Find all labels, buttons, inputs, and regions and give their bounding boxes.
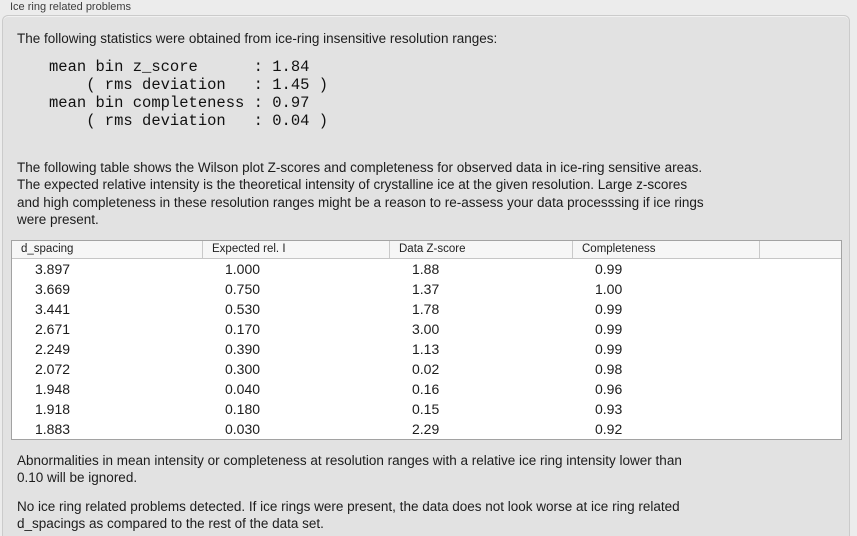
text-line: The following table shows the Wilson plo…	[17, 159, 703, 175]
column-header-d-spacing[interactable]: d_spacing	[21, 242, 74, 255]
table-cell	[759, 359, 841, 379]
table-cell: 0.99	[595, 340, 623, 357]
table-cell: 1.000	[225, 260, 261, 277]
column-header-empty	[759, 240, 841, 258]
panel-title: Ice ring related problems	[10, 1, 132, 13]
table-cell: 1.00	[595, 280, 623, 297]
description-text: The following table shows the Wilson plo…	[17, 159, 849, 229]
table-cell: 0.99	[595, 300, 623, 317]
table-cell: 3.441	[35, 300, 71, 317]
table-cell: 0.170	[225, 320, 261, 337]
table-body: 3.897 1.000 1.88 0.99 3.669 0.750 1.37 1.00 3.44…	[12, 259, 841, 439]
panel-body: The following statistics were obtained f…	[2, 15, 850, 536]
table-cell: 2.29	[412, 420, 440, 437]
text-line: The expected relative intensity is the t…	[17, 177, 688, 192]
text-line: mean bin completeness : 0.97	[49, 93, 310, 112]
column-header-completeness[interactable]: Completeness	[572, 240, 759, 258]
table-cell: 0.92	[595, 420, 623, 437]
table-row[interactable]: 1.883 0.030 2.29 0.92	[12, 419, 841, 439]
text-line: mean bin z_score : 1.84	[49, 57, 310, 76]
table-cell: 0.180	[225, 400, 261, 417]
table-row[interactable]: 3.441 0.530 1.78 0.99	[12, 299, 841, 319]
table-row[interactable]: 2.249 0.390 1.13 0.99	[12, 339, 841, 359]
text-line: were present.	[17, 212, 99, 227]
table-cell	[759, 379, 841, 399]
table-row[interactable]: 3.669 0.750 1.37 1.00	[12, 279, 841, 299]
table-cell: 0.030	[225, 420, 261, 437]
table-cell	[759, 299, 841, 319]
table-cell: 0.040	[225, 380, 261, 397]
table-cell: 0.02	[412, 360, 440, 377]
ice-ring-table[interactable]: d_spacing Expected rel. I Data Z-score C…	[11, 239, 842, 440]
table-cell: 0.530	[225, 300, 261, 317]
table-cell: 0.93	[595, 400, 623, 417]
table-cell: 3.00	[412, 320, 440, 337]
table-cell: 0.390	[225, 340, 261, 357]
table-cell: 1.78	[412, 300, 440, 317]
table-cell: 0.15	[412, 400, 440, 417]
intro-text: The following statistics were obtained f…	[17, 31, 498, 46]
table-cell: 1.13	[412, 340, 440, 357]
table-cell	[759, 399, 841, 419]
table-cell: 1.883	[35, 420, 71, 437]
table-cell	[759, 419, 841, 439]
note-result: No ice ring related problems detected. I…	[17, 498, 849, 533]
table-row[interactable]: 1.918 0.180 0.15 0.93	[12, 399, 841, 419]
table-cell	[759, 339, 841, 359]
text-line: and high completeness in these resolutio…	[17, 194, 704, 210]
table-cell: 2.671	[35, 320, 71, 337]
table-cell: 0.300	[225, 360, 261, 377]
text-line: 0.10 will be ignored.	[17, 470, 138, 485]
table-cell: 0.99	[595, 260, 623, 277]
table-cell: 0.96	[595, 380, 623, 397]
table-row[interactable]: 2.072 0.300 0.02 0.98	[12, 359, 841, 379]
table-cell	[759, 319, 841, 339]
table-cell: 1.88	[412, 260, 440, 277]
column-header-data-z-score[interactable]: Data Z-score	[389, 240, 572, 258]
table-row[interactable]: 1.948 0.040 0.16 0.96	[12, 379, 841, 399]
table-row[interactable]: 2.671 0.170 3.00 0.99	[12, 319, 841, 339]
table-cell: 1.37	[412, 280, 440, 297]
stats-block: mean bin z_score : 1.84 ( rms deviation …	[49, 58, 849, 130]
table-cell	[759, 259, 841, 279]
table-cell: 0.750	[225, 280, 261, 297]
text-line: d_spacings as compared to the rest of th…	[17, 516, 324, 531]
table-cell: 3.669	[35, 280, 71, 297]
table-header: d_spacing Expected rel. I Data Z-score C…	[12, 240, 841, 259]
table-cell: 2.249	[35, 340, 71, 357]
text-line: ( rms deviation : 1.45 )	[49, 75, 329, 94]
table-row[interactable]: 3.897 1.000 1.88 0.99	[12, 259, 841, 279]
table-cell: 2.072	[35, 360, 71, 377]
table-cell: 0.99	[595, 320, 623, 337]
table-cell: 3.897	[35, 260, 71, 277]
column-header-expected-rel-i[interactable]: Expected rel. I	[202, 240, 389, 258]
text-line: Abnormalities in mean intensity or compl…	[17, 452, 682, 468]
table-cell: 1.918	[35, 400, 71, 417]
table-cell: 1.948	[35, 380, 71, 397]
table-cell: 0.16	[412, 380, 440, 397]
table-cell	[759, 279, 841, 299]
text-line: ( rms deviation : 0.04 )	[49, 111, 329, 130]
text-line: No ice ring related problems detected. I…	[17, 498, 680, 514]
note-ignore-threshold: Abnormalities in mean intensity or compl…	[17, 452, 849, 487]
table-cell: 0.98	[595, 360, 623, 377]
